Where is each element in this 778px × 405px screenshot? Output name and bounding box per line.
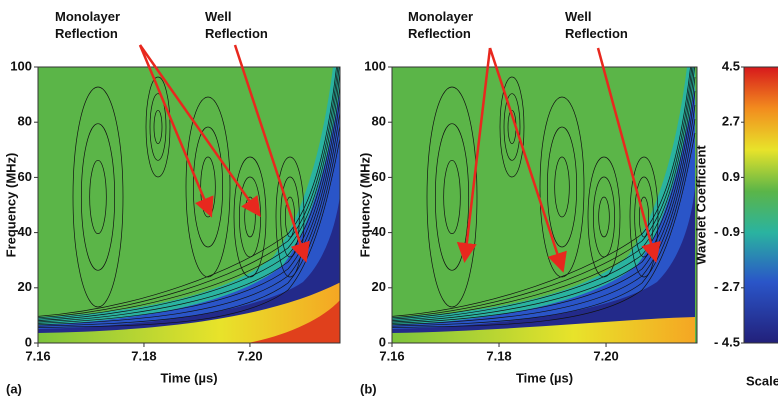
colorbar-tick-label: 0.9 [722,169,740,184]
y-tick-label: 100 [10,58,32,73]
contour-line [392,90,696,324]
contour-ring [149,93,167,161]
contour-line [392,67,691,317]
contour-ring [499,76,525,178]
contour-ring [426,86,478,308]
bottom-band [38,282,340,343]
deep-band [392,187,695,343]
annotation-arrow [233,44,310,263]
colorbar-tick-label: - 4.5 [714,334,740,349]
x-axis-label: Time (µs) [516,370,573,385]
contour-ring [443,159,461,235]
contour-ring [153,109,163,145]
contour-line [38,122,340,327]
contour-line [392,118,696,327]
colorbar-title: Scale [746,373,778,388]
contour-field [392,67,697,343]
contour-line [38,68,340,321]
y-tick-label: 60 [372,169,386,184]
x-tick-label: 7.20 [237,348,262,363]
contour-ring [284,196,296,238]
y-tick-label: 100 [364,58,386,73]
contour-ring [629,156,659,278]
colorbar-tick-label: 4.5 [722,58,740,73]
y-tick-label: 40 [18,224,32,239]
contour-ring [233,156,267,278]
contour-line [38,109,340,326]
bottom-band [392,317,695,343]
plot-frame [37,66,341,344]
plot-frame [391,66,698,344]
blue-band [38,92,340,343]
contour-line [38,82,340,323]
contour-ring [546,126,578,248]
contour-ring [192,126,224,248]
contour-ring [434,123,470,271]
contour-ring [554,156,570,218]
contour-line [392,104,696,326]
contour-ring [89,159,107,235]
contour-ring [638,196,650,238]
contour-ring [598,196,610,238]
annotation-arrow [456,47,492,263]
x-axis-label: Time (µs) [160,370,217,385]
contour-line [38,95,340,324]
annotation: Monolayer Reflection [55,9,121,41]
cyan-band [38,67,340,343]
annotation-arrow [138,44,214,218]
panel-label: (b) [360,381,377,396]
contour-line [38,136,340,328]
cyan-band [392,67,695,343]
y-tick-label: 20 [18,279,32,294]
panel-label: (a) [6,381,22,396]
y-tick-label: 0 [25,334,32,349]
annotation-arrow [488,47,567,273]
contour-line [38,67,339,319]
annotation: Well Reflection [205,9,268,41]
annotation: Monolayer Reflection [408,9,474,41]
colorbar [743,66,778,344]
contour-ring [145,76,171,178]
y-axis-label: Frequency (MHz) [357,153,372,258]
x-tick-label: 7.18 [486,348,511,363]
y-tick-label: 20 [372,279,386,294]
hot-spot [248,300,340,343]
colorbar-tick-label: 2.7 [722,114,740,129]
annotation: Well Reflection [565,9,628,41]
contour-ring [280,176,300,258]
y-tick-label: 80 [18,114,32,129]
x-tick-label: 7.16 [379,348,404,363]
x-tick-label: 7.18 [131,348,156,363]
y-tick-label: 0 [379,334,386,349]
y-tick-label: 60 [18,169,32,184]
contour-ring [185,96,231,278]
contour-line [38,67,340,320]
contour-ring [275,156,305,278]
deep-band [38,195,340,343]
contour-ring [587,156,621,278]
contour-ring [80,123,116,271]
contour-line [38,67,337,317]
annotation-arrow [138,44,261,218]
contour-field [38,67,340,343]
contour-ring [503,93,521,161]
colorbar-tick-label: - 2.7 [714,279,740,294]
contour-ring [592,176,616,258]
y-tick-label: 40 [372,224,386,239]
x-tick-label: 7.16 [25,348,50,363]
y-tick-label: 80 [372,114,386,129]
colorbar-label: Wavelet Coefficient [693,145,708,265]
contour-ring [539,96,585,278]
contour-line [392,132,696,328]
colorbar-tick-label: - 0.9 [714,224,740,239]
y-axis-label: Frequency (MHz) [3,153,18,258]
blue-band [392,87,695,343]
x-tick-label: 7.20 [593,348,618,363]
contour-ring [72,86,124,308]
annotation-arrow [596,47,661,263]
